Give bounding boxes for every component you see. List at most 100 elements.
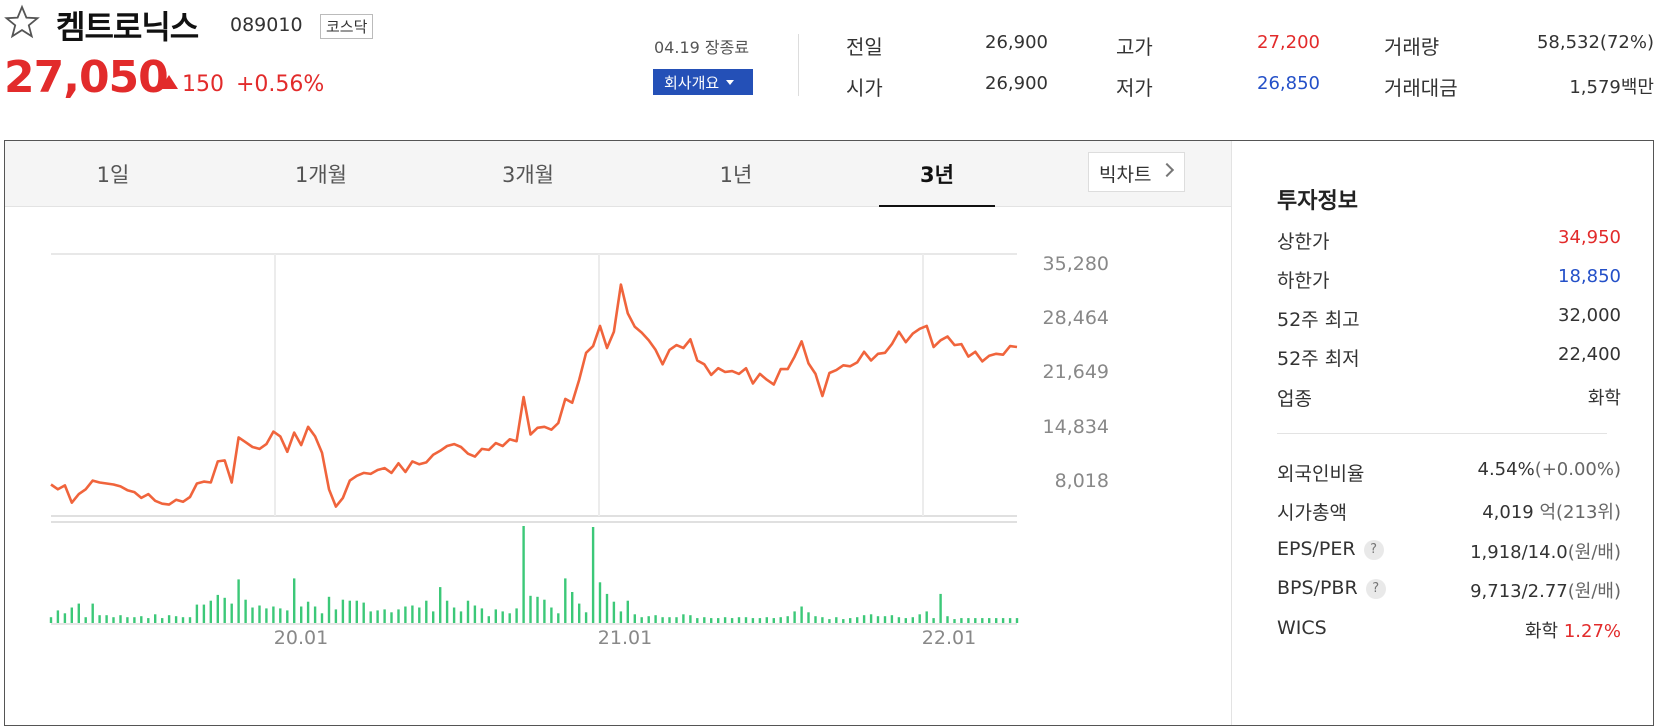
volume-bar	[70, 607, 73, 623]
wics-change: 1.27%	[1563, 621, 1621, 642]
price-change-value: 150	[182, 72, 224, 97]
period-tabs: 1일 1개월 3개월 1년 3년 빅차트	[5, 141, 1231, 207]
volume-bar	[112, 617, 115, 623]
volume-bar	[765, 617, 768, 623]
volume-bar	[84, 617, 87, 623]
price-line	[50, 283, 1018, 508]
company-overview-label: 회사개요	[664, 74, 720, 92]
volume-bar	[668, 617, 671, 623]
volume-bar	[717, 618, 720, 623]
volume-bar	[154, 614, 157, 623]
volume-bar	[849, 618, 852, 623]
x-tick-label: 20.01	[274, 627, 328, 649]
volume-bar	[974, 618, 977, 623]
tab-1-year[interactable]: 1년	[719, 163, 753, 187]
volume-bar	[91, 603, 94, 623]
divider	[1277, 433, 1607, 434]
volume-bar	[188, 617, 192, 623]
volume-bar	[487, 616, 490, 623]
volume-bar	[932, 618, 935, 623]
volume-bar	[647, 616, 650, 623]
volume-value: 58,532(72%)	[1536, 32, 1654, 53]
market-close-date: 04.19 장종료	[654, 38, 750, 57]
tab-3-month[interactable]: 3개월	[501, 163, 554, 187]
high-52w-value: 32,000	[1558, 305, 1621, 326]
market-cap-label: 시가총액	[1277, 502, 1347, 524]
tab-3-year[interactable]: 3년	[920, 163, 954, 187]
volume-bar	[578, 603, 581, 623]
chart-panel: 1일 1개월 3개월 1년 3년 빅차트 35,280 28,464 21,649 1…	[4, 140, 1654, 726]
divider	[1231, 141, 1232, 725]
low-label: 저가	[1116, 76, 1153, 100]
volume-bar	[383, 609, 386, 623]
volume-bar	[779, 617, 782, 623]
wics-value[interactable]: 화학 1.27%	[1525, 617, 1621, 643]
tab-1-month[interactable]: 1개월	[294, 163, 347, 187]
volume-bar	[147, 618, 150, 623]
volume-bar	[327, 596, 331, 623]
stock-code: 089010	[230, 14, 303, 36]
stock-name: 켐트로닉스	[56, 8, 199, 46]
volume-bar	[598, 582, 602, 623]
bps-pbr: 9,713/2.77	[1470, 581, 1568, 602]
volume-bar	[786, 616, 789, 623]
help-icon[interactable]: ?	[1363, 540, 1384, 560]
low-value: 26,850	[1257, 73, 1320, 94]
volume-bar	[939, 593, 942, 623]
volume-bar	[967, 618, 970, 623]
volume-bar	[925, 611, 928, 623]
foreign-ratio-change: (+0.00%)	[1534, 459, 1621, 480]
volume-bar	[279, 608, 282, 623]
active-tab-indicator	[879, 205, 995, 207]
bps-pbr-label: BPS/PBR?	[1277, 577, 1386, 599]
volume-bar	[737, 617, 741, 623]
price-change-pct: +0.56%	[236, 72, 325, 97]
stock-chart[interactable]: 35,280 28,464 21,649 14,834 8,018 20.01 21.01…	[5, 141, 1231, 725]
volume-bar	[591, 527, 595, 623]
prev-value: 26,900	[985, 32, 1048, 53]
volume-bar	[1001, 618, 1005, 623]
volume-bar	[369, 611, 372, 623]
eps-per-value: 1,918/14.0(원/배)	[1470, 538, 1621, 564]
volume-bar	[682, 614, 685, 623]
current-price: 27,050	[4, 52, 169, 103]
volume-bar	[842, 619, 845, 623]
star-icon[interactable]	[4, 4, 40, 40]
volume-bar	[640, 617, 643, 623]
volume-bar	[334, 609, 338, 623]
volume-bar	[209, 600, 212, 623]
volume-bar	[432, 611, 435, 623]
help-icon[interactable]: ?	[1365, 579, 1386, 599]
y-tick-label: 28,464	[1043, 307, 1109, 329]
volume-bar	[981, 618, 984, 623]
volume-bar	[244, 599, 247, 623]
volume-bar	[1008, 618, 1012, 623]
volume-bar	[654, 615, 657, 623]
tab-1-day[interactable]: 1일	[96, 163, 130, 187]
volume-bar	[501, 611, 504, 623]
volume-bar	[181, 617, 185, 623]
sector-value[interactable]: 화학	[1587, 388, 1621, 409]
volume-bar	[557, 613, 560, 623]
company-overview-button[interactable]: 회사개요	[653, 69, 753, 95]
high-value: 27,200	[1257, 32, 1320, 53]
volume-bar	[529, 595, 532, 623]
volume-bar	[390, 612, 393, 623]
volume-label: 거래량	[1384, 35, 1440, 59]
volume-bar	[306, 601, 310, 623]
volume-bar	[772, 618, 775, 623]
volume-bar	[946, 616, 949, 623]
volume-bar	[195, 604, 199, 623]
eps-per-unit: (원/배)	[1567, 542, 1621, 563]
wics-label: WICS	[1277, 617, 1327, 639]
volume-bar	[313, 606, 317, 623]
volume-bar	[293, 578, 296, 623]
market-cap-value: 4,019 억(213위)	[1482, 498, 1621, 524]
volume-bar	[814, 616, 817, 623]
foreign-ratio-label: 외국인비율	[1277, 463, 1365, 485]
volume-bar	[758, 618, 762, 623]
x-tick-label: 22.01	[922, 627, 976, 649]
big-chart-button[interactable]: 빅차트	[1088, 152, 1185, 192]
volume-bar	[466, 600, 470, 623]
eps-per-label: EPS/PER?	[1277, 538, 1384, 560]
